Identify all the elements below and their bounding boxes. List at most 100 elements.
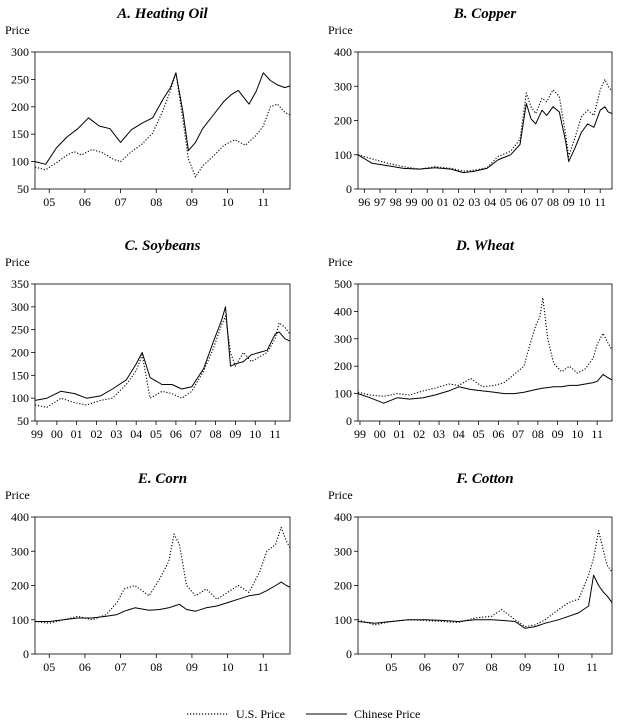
panel-title: D. Wheat [455, 238, 515, 254]
y-tick-label: 100 [11, 391, 29, 405]
y-axis-label: Price [5, 488, 30, 502]
y-tick-label: 0 [346, 182, 352, 196]
x-tick-label: 99 [31, 427, 43, 441]
x-tick-label: 98 [390, 195, 402, 209]
y-tick-label: 0 [346, 414, 352, 428]
x-tick-label: 05 [43, 195, 55, 209]
y-tick-label: 300 [334, 79, 352, 93]
plot-frame [34, 516, 291, 655]
y-tick-label: 300 [334, 544, 352, 558]
x-tick-label: 01 [437, 195, 449, 209]
y-tick-label: 100 [334, 148, 352, 162]
x-tick-label: 11 [591, 427, 603, 441]
x-tick-label: 04 [130, 427, 142, 441]
plot-frame [357, 516, 613, 655]
y-tick-label: 200 [11, 579, 29, 593]
x-tick-label: 04 [453, 427, 465, 441]
y-tick-label: 150 [11, 127, 29, 141]
y-tick-label: 50 [17, 414, 29, 428]
series-chinese-price-line [357, 574, 613, 629]
y-tick-label: 150 [11, 368, 29, 382]
x-tick-label: 09 [519, 660, 531, 674]
plot-frame [34, 51, 291, 190]
series-us-price-line [34, 72, 291, 178]
x-tick-label: 09 [563, 195, 575, 209]
x-tick-label: 97 [374, 195, 386, 209]
y-tick-label: 200 [334, 359, 352, 373]
x-tick-label: 07 [512, 427, 524, 441]
x-tick-label: 05 [43, 660, 55, 674]
x-tick-label: 01 [71, 427, 83, 441]
y-tick-label: 400 [11, 510, 29, 524]
x-tick-label: 08 [210, 427, 222, 441]
x-tick-label: 06 [79, 660, 91, 674]
y-tick-label: 300 [11, 544, 29, 558]
x-tick-label: 11 [257, 660, 269, 674]
panel-0: A. Heating Oil Price 50 100 150 200 250 300 05 06… [5, 6, 291, 209]
series-us-price-line [357, 78, 613, 172]
x-tick-label: 10 [222, 195, 234, 209]
series-us-price-line [357, 297, 613, 397]
x-tick-label: 07 [452, 660, 464, 674]
y-tick-label: 200 [11, 346, 29, 360]
y-tick-label: 300 [11, 45, 29, 59]
x-tick-label: 03 [110, 427, 122, 441]
panel-title: C. Soybeans [125, 238, 201, 254]
y-tick-label: 0 [23, 647, 29, 661]
x-tick-label: 08 [150, 195, 162, 209]
y-tick-label: 250 [11, 323, 29, 337]
x-tick-label: 10 [249, 427, 261, 441]
y-tick-label: 350 [11, 277, 29, 291]
y-tick-label: 400 [334, 45, 352, 59]
y-tick-label: 300 [11, 300, 29, 314]
series-us-price-line [34, 526, 291, 624]
panel-title: E. Corn [137, 471, 187, 487]
x-tick-label: 05 [500, 195, 512, 209]
x-tick-label: 11 [586, 660, 598, 674]
y-axis-label: Price [328, 255, 353, 269]
x-tick-label: 99 [405, 195, 417, 209]
x-tick-label: 00 [421, 195, 433, 209]
panel-1: B. Copper Price 0 100 200 300 400 96 97 98 99 00 01 0… [328, 6, 613, 209]
series-chinese-price-line [34, 306, 291, 401]
x-tick-label: 08 [486, 660, 498, 674]
y-tick-label: 300 [334, 332, 352, 346]
series-us-price-line [357, 530, 613, 628]
x-tick-label: 10 [222, 660, 234, 674]
x-tick-label: 04 [484, 195, 496, 209]
x-tick-label: 08 [547, 195, 559, 209]
y-tick-label: 400 [334, 304, 352, 318]
plot-frame [357, 283, 613, 422]
x-tick-label: 05 [473, 427, 485, 441]
y-tick-label: 100 [11, 613, 29, 627]
panel-title: F. Cotton [455, 471, 513, 487]
x-tick-label: 06 [492, 427, 504, 441]
x-tick-label: 01 [394, 427, 406, 441]
y-tick-label: 0 [346, 647, 352, 661]
x-tick-label: 11 [594, 195, 606, 209]
y-tick-label: 200 [334, 579, 352, 593]
x-tick-label: 11 [269, 427, 281, 441]
plot-frame [34, 283, 291, 422]
x-tick-label: 05 [150, 427, 162, 441]
x-tick-label: 02 [453, 195, 465, 209]
series-chinese-price-line [357, 102, 613, 174]
y-tick-label: 200 [11, 100, 29, 114]
x-tick-label: 06 [516, 195, 528, 209]
x-tick-label: 02 [413, 427, 425, 441]
x-tick-label: 09 [186, 660, 198, 674]
panel-2: C. Soybeans Price 50 100 150 200 250 300 350 99 00… [5, 238, 291, 441]
y-tick-label: 100 [11, 155, 29, 169]
x-tick-label: 07 [190, 427, 202, 441]
x-tick-label: 10 [571, 427, 583, 441]
x-tick-label: 96 [358, 195, 370, 209]
series-chinese-price-line [357, 373, 613, 404]
y-tick-label: 250 [11, 72, 29, 86]
x-tick-label: 05 [385, 660, 397, 674]
y-axis-label: Price [328, 23, 353, 37]
y-tick-label: 400 [334, 510, 352, 524]
y-axis-label: Price [328, 488, 353, 502]
legend-us-label: U.S. Price [236, 707, 285, 721]
x-tick-label: 07 [531, 195, 543, 209]
